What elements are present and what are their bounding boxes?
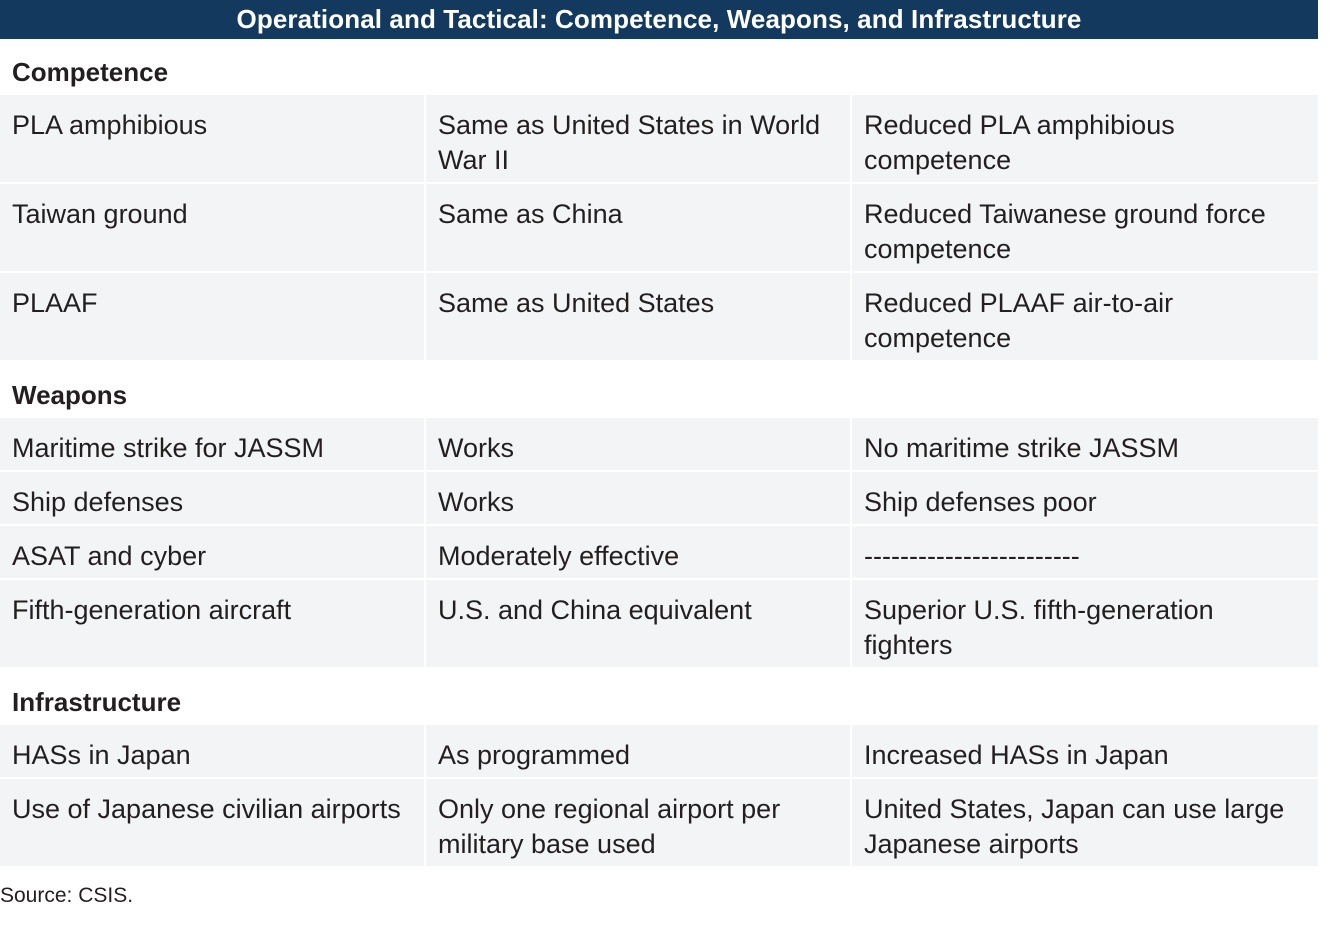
table-cell: Maritime strike for JASSM <box>0 418 424 470</box>
table-cell: Same as China <box>426 184 850 271</box>
table-cell: Only one regional airport per military b… <box>426 779 850 866</box>
table-cell: ASAT and cyber <box>0 526 424 578</box>
table-cell: Same as United States in World War II <box>426 95 850 182</box>
table-cell: Reduced PLA amphibious competence <box>852 95 1318 182</box>
section-competence: PLA amphibious Same as United States in … <box>0 95 1318 362</box>
section-header-weapons: Weapons <box>0 362 1318 418</box>
table-cell: Superior U.S. fifth-generation fighters <box>852 580 1318 667</box>
table-cell: PLAAF <box>0 273 424 360</box>
table-cell: As programmed <box>426 725 850 777</box>
table-cell: Ship defenses poor <box>852 472 1318 524</box>
table-row: Use of Japanese civilian airports Only o… <box>0 779 1318 866</box>
table-cell: Ship defenses <box>0 472 424 524</box>
table-cell: Increased HASs in Japan <box>852 725 1318 777</box>
section-weapons: Maritime strike for JASSM Works No marit… <box>0 418 1318 669</box>
table-cell: Moderately effective <box>426 526 850 578</box>
table-row: Ship defenses Works Ship defenses poor <box>0 472 1318 524</box>
table-cell: No maritime strike JASSM <box>852 418 1318 470</box>
table-cell: Use of Japanese civilian airports <box>0 779 424 866</box>
table-row: PLA amphibious Same as United States in … <box>0 95 1318 182</box>
table-title: Operational and Tactical: Competence, We… <box>0 0 1318 39</box>
table-row: ASAT and cyber Moderately effective ----… <box>0 526 1318 578</box>
table-cell: Taiwan ground <box>0 184 424 271</box>
table-cell: United States, Japan can use large Japan… <box>852 779 1318 866</box>
table-cell: HASs in Japan <box>0 725 424 777</box>
table-row: HASs in Japan As programmed Increased HA… <box>0 725 1318 777</box>
section-infrastructure: HASs in Japan As programmed Increased HA… <box>0 725 1318 868</box>
table-cell: Works <box>426 418 850 470</box>
table-row: Maritime strike for JASSM Works No marit… <box>0 418 1318 470</box>
table-cell: U.S. and China equivalent <box>426 580 850 667</box>
table-cell: Works <box>426 472 850 524</box>
table-row: Fifth-generation aircraft U.S. and China… <box>0 580 1318 667</box>
source-note: Source: CSIS. <box>0 884 134 907</box>
table-cell: Fifth-generation aircraft <box>0 580 424 667</box>
table-row: Taiwan ground Same as China Reduced Taiw… <box>0 184 1318 271</box>
table-cell: Reduced PLAAF air-to-air competence <box>852 273 1318 360</box>
section-header-infrastructure: Infrastructure <box>0 669 1318 725</box>
table-cell: PLA amphibious <box>0 95 424 182</box>
table-row: PLAAF Same as United States Reduced PLAA… <box>0 273 1318 360</box>
table-cell: Same as United States <box>426 273 850 360</box>
table-cell: ------------------------ <box>852 526 1318 578</box>
assumptions-table: Operational and Tactical: Competence, We… <box>0 0 1318 868</box>
table-cell: Reduced Taiwanese ground force competenc… <box>852 184 1318 271</box>
section-header-competence: Competence <box>0 39 1318 95</box>
